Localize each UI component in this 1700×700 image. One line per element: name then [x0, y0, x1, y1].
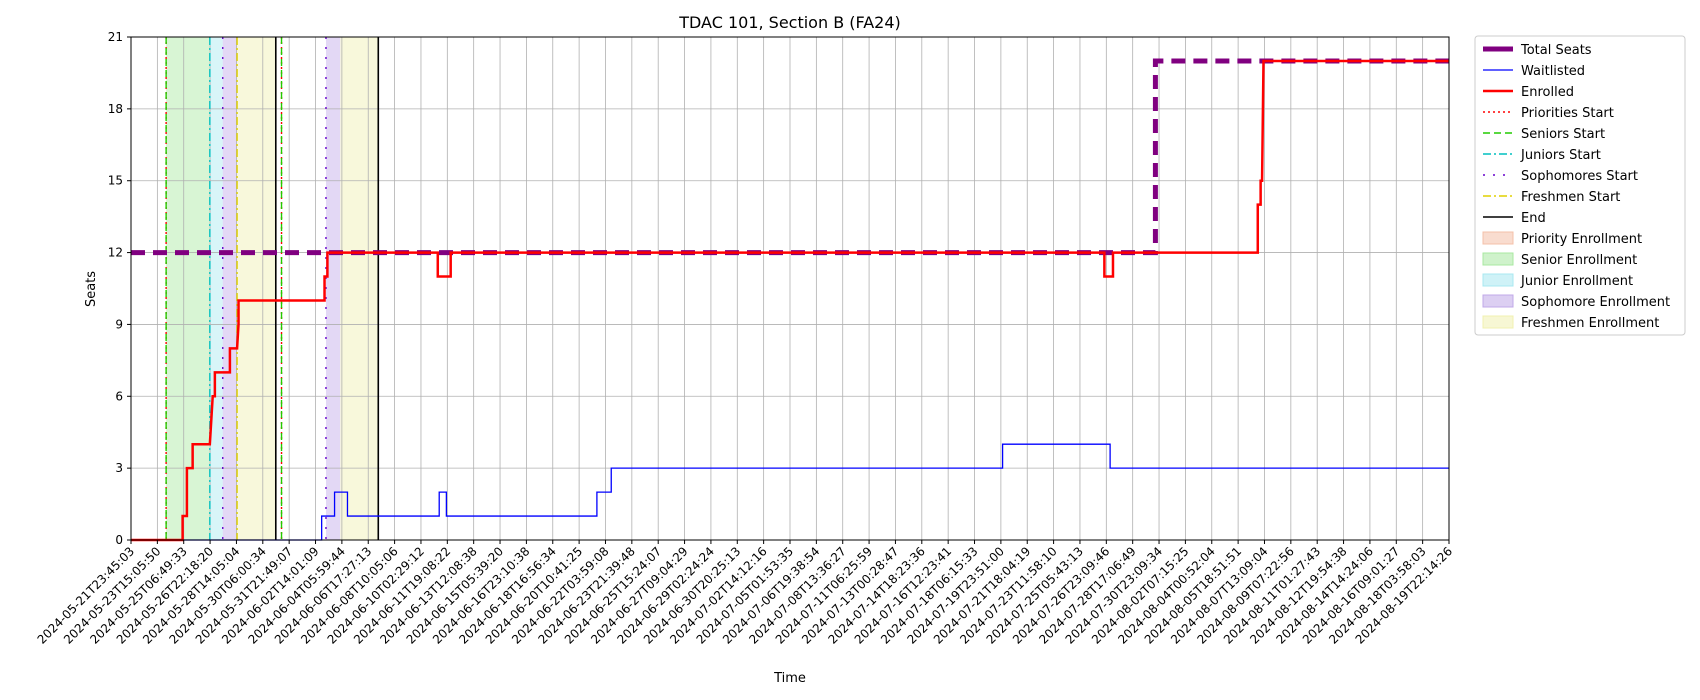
band-junior-enrollment — [209, 37, 223, 540]
chart-title: TDAC 101, Section B (FA24) — [678, 13, 901, 32]
legend-label-sophomores-start: Sophomores Start — [1521, 169, 1638, 184]
y-tick-label: 3 — [115, 461, 123, 475]
phase-markers — [165, 37, 380, 540]
legend-label-total-seats: Total Seats — [1520, 43, 1592, 58]
legend-label-sophomore-enrollment: Sophomore Enrollment — [1521, 295, 1670, 310]
band-sophomore-enrollment — [325, 37, 341, 540]
legend-swatch-senior-enrollment — [1482, 252, 1514, 266]
y-tick-label: 9 — [115, 317, 123, 331]
legend-label-junior-enrollment: Junior Enrollment — [1520, 274, 1633, 289]
band-freshmen-enrollment — [340, 37, 379, 540]
series-waitlisted — [131, 443, 1449, 541]
series-enrolled — [131, 59, 1449, 542]
legend-box — [1474, 35, 1686, 336]
legend-label-priorities-start: Priorities Start — [1521, 106, 1614, 121]
legend-swatch-priority-enrollment — [1482, 231, 1514, 245]
legend-label-end: End — [1521, 211, 1546, 226]
y-tick-label: 15 — [108, 174, 123, 188]
y-axis-label: Seats — [84, 271, 99, 307]
x-axis-ticks: 2024-05-21T23:45:032024-05-23T15:05:5020… — [35, 540, 1455, 647]
y-tick-label: 12 — [108, 246, 123, 260]
legend-label-seniors-start: Seniors Start — [1521, 127, 1605, 142]
legend-label-enrolled: Enrolled — [1521, 85, 1574, 100]
legend-swatch-freshmen-enrollment — [1482, 315, 1514, 329]
legend-label-freshmen-enrollment: Freshmen Enrollment — [1521, 316, 1659, 331]
band-freshmen-enrollment — [237, 37, 276, 540]
legend-swatch-junior-enrollment — [1482, 273, 1514, 287]
y-tick-label: 6 — [115, 389, 123, 403]
band-senior-enrollment — [166, 37, 210, 540]
legend-label-waitlisted: Waitlisted — [1521, 64, 1585, 79]
grid — [130, 36, 1450, 541]
y-axis-ticks: 0 3 6 9 12 15 18 21 — [108, 30, 131, 547]
enrollment-bands — [166, 37, 379, 540]
y-tick-label: 21 — [108, 30, 123, 44]
legend-label-freshmen-start: Freshmen Start — [1521, 190, 1620, 205]
legend: Total Seats Waitlisted Enrolled Priorities … — [1474, 35, 1686, 336]
y-tick-label: 0 — [115, 533, 123, 547]
legend-swatch-sophomore-enrollment — [1482, 294, 1514, 308]
x-axis-label: Time — [773, 671, 806, 686]
band-sophomore-enrollment — [222, 37, 238, 540]
legend-label-priority-enrollment: Priority Enrollment — [1521, 232, 1642, 247]
legend-label-senior-enrollment: Senior Enrollment — [1521, 253, 1637, 268]
y-tick-label: 18 — [108, 102, 123, 116]
series-lines — [131, 58, 1449, 542]
legend-label-juniors-start: Juniors Start — [1520, 148, 1601, 163]
